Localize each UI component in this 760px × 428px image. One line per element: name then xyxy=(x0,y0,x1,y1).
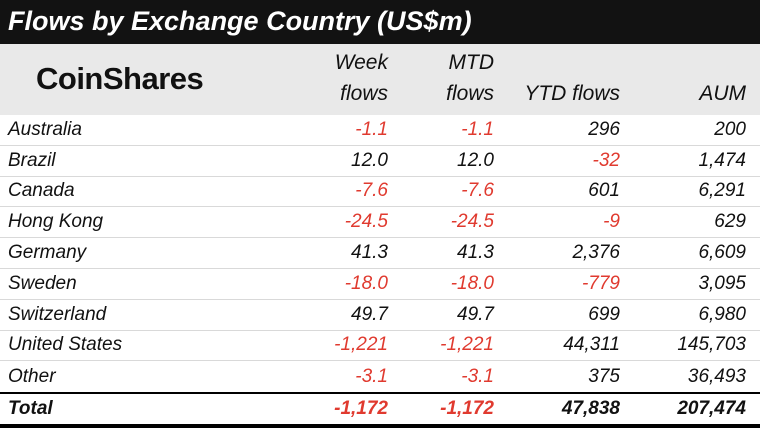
cell-week-flows: -24.5 xyxy=(344,211,388,233)
cell-mtd-flows: -1.1 xyxy=(461,118,494,140)
cell-country: Australia xyxy=(8,118,82,140)
cell-ytd-flows: -9 xyxy=(603,211,620,233)
cell-aum: 36,493 xyxy=(687,365,746,387)
cell-country: Brazil xyxy=(8,149,56,171)
cell-aum: 200 xyxy=(714,118,746,140)
cell-week-flows: 41.3 xyxy=(351,242,388,264)
cell-mtd-flows: -1,172 xyxy=(440,398,494,420)
cell-mtd-flows: 12.0 xyxy=(457,149,494,171)
cell-ytd-flows: 2,376 xyxy=(572,242,620,264)
table-row: Australia -1.1 -1.1 296 200 xyxy=(0,115,760,146)
cell-week-flows: 12.0 xyxy=(351,149,388,171)
cell-country: Canada xyxy=(8,180,75,202)
cell-country: Sweden xyxy=(8,272,77,294)
cell-week-flows: -7.6 xyxy=(355,180,388,202)
cell-mtd-flows: -7.6 xyxy=(461,180,494,202)
cell-week-flows: -1,221 xyxy=(334,334,388,356)
cell-ytd-flows: -779 xyxy=(581,272,620,294)
cell-week-flows: -1,172 xyxy=(334,398,388,420)
cell-ytd-flows: 296 xyxy=(588,118,620,140)
total-label: Total xyxy=(8,398,53,420)
column-header-ytd-flows: YTD flows xyxy=(524,81,620,105)
table-row: United States -1,221 -1,221 44,311 145,703 xyxy=(0,331,760,362)
page-title: Flows by Exchange Country (US$m) xyxy=(0,0,760,44)
cell-country: Hong Kong xyxy=(8,211,104,233)
cell-aum: 3,095 xyxy=(698,272,746,294)
cell-ytd-flows: 699 xyxy=(588,303,620,325)
cell-aum: 6,609 xyxy=(698,242,746,264)
table-row: Sweden -18.0 -18.0 -779 3,095 xyxy=(0,269,760,300)
cell-mtd-flows: -24.5 xyxy=(450,211,494,233)
cell-mtd-flows: -1,221 xyxy=(440,334,494,356)
table-row: Canada -7.6 -7.6 601 6,291 xyxy=(0,177,760,208)
cell-week-flows: 49.7 xyxy=(351,303,388,325)
table-row: Germany 41.3 41.3 2,376 6,609 xyxy=(0,238,760,269)
cell-ytd-flows: 375 xyxy=(588,365,620,387)
cell-aum: 629 xyxy=(714,211,746,233)
table-header: CoinShares Week flows MTD flows YTD flow… xyxy=(0,44,760,115)
table-body: Australia -1.1 -1.1 296 200 Brazil 12.0 12.0 -32… xyxy=(0,115,760,392)
table-row: Brazil 12.0 12.0 -32 1,474 xyxy=(0,146,760,177)
cell-mtd-flows: 49.7 xyxy=(457,303,494,325)
table-row: Other -3.1 -3.1 375 36,493 xyxy=(0,361,760,392)
cell-aum: 6,291 xyxy=(698,180,746,202)
cell-ytd-flows: 601 xyxy=(588,180,620,202)
cell-ytd-flows: -32 xyxy=(592,149,620,171)
cell-country: Germany xyxy=(8,242,87,264)
cell-country: Switzerland xyxy=(8,303,107,325)
cell-week-flows: -18.0 xyxy=(344,272,388,294)
column-header-mtd-flows: MTD flows xyxy=(388,48,494,109)
cell-ytd-flows: 44,311 xyxy=(563,334,620,356)
cell-ytd-flows: 47,838 xyxy=(561,398,620,420)
cell-aum: 1,474 xyxy=(698,149,746,171)
cell-mtd-flows: -3.1 xyxy=(461,365,494,387)
column-header-week-line1: Week xyxy=(334,51,388,75)
table-row: Hong Kong -24.5 -24.5 -9 629 xyxy=(0,207,760,239)
cell-country: United States xyxy=(8,334,123,356)
column-header-aum: AUM xyxy=(699,81,746,105)
cell-aum: 207,474 xyxy=(677,398,746,420)
table-row: Switzerland 49.7 49.7 699 6,980 xyxy=(0,300,760,331)
cell-country: Other xyxy=(8,365,56,387)
cell-aum: 145,703 xyxy=(677,334,746,356)
coinshares-logo: CoinShares xyxy=(36,60,204,96)
column-header-mtd-line1: MTD xyxy=(448,51,495,75)
column-header-week-line2: flows xyxy=(340,81,388,105)
cell-week-flows: -3.1 xyxy=(355,365,388,387)
table-total-row: Total -1,172 -1,172 47,838 207,474 xyxy=(0,392,760,428)
column-header-mtd-line2: flows xyxy=(446,81,494,105)
cell-mtd-flows: -18.0 xyxy=(450,272,494,294)
cell-mtd-flows: 41.3 xyxy=(457,242,494,264)
cell-aum: 6,980 xyxy=(698,303,746,325)
column-header-week-flows: Week flows xyxy=(278,48,388,109)
cell-week-flows: -1.1 xyxy=(355,118,388,140)
